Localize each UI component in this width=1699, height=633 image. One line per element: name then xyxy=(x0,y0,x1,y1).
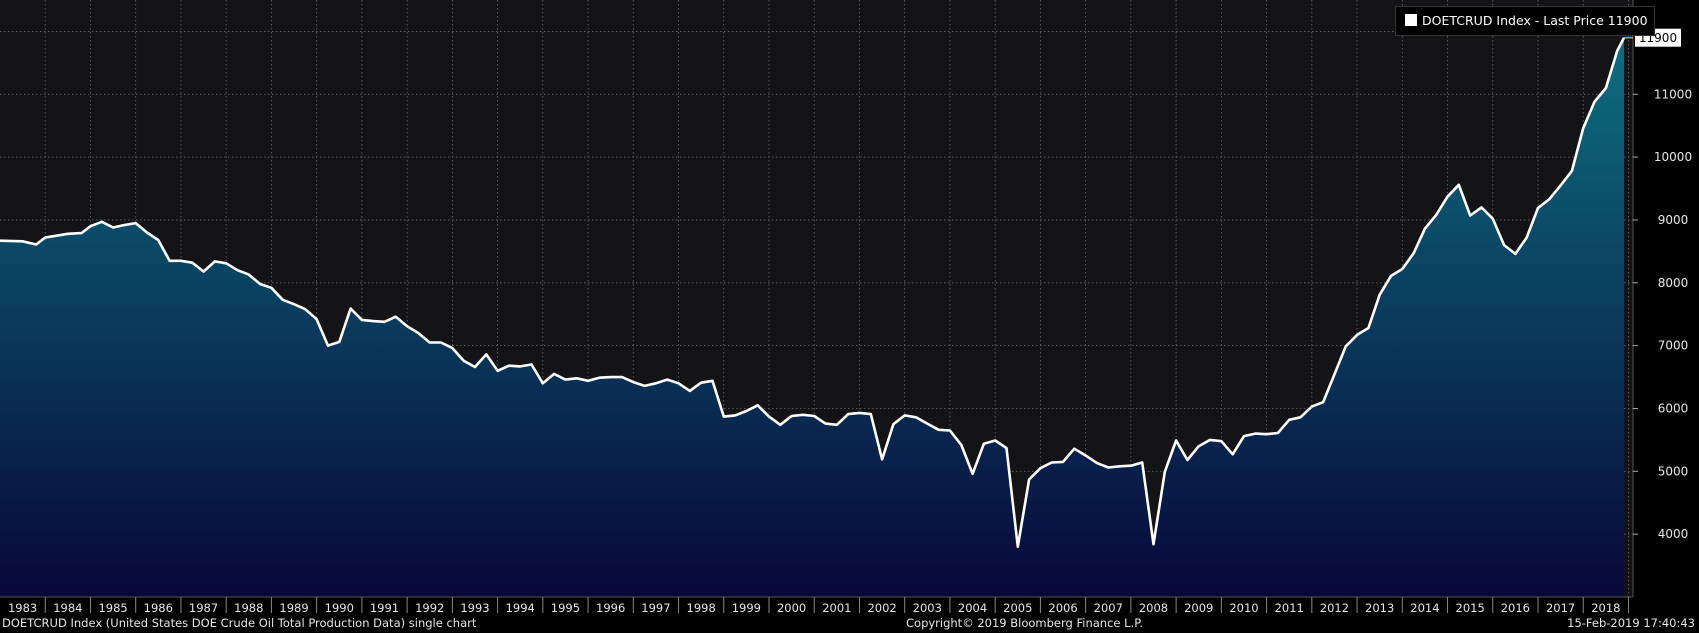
legend-label: DOETCRUD Index - Last Price 11900 xyxy=(1422,13,1648,28)
x-tick-label: 1993 xyxy=(460,601,489,615)
x-tick-label: 2003 xyxy=(913,601,942,615)
x-tick-label: 2012 xyxy=(1320,601,1349,615)
y-tick-label: 11000 xyxy=(1654,87,1692,101)
x-tick-label: 2009 xyxy=(1184,601,1213,615)
x-tick-label: 2015 xyxy=(1456,601,1485,615)
x-tick-label: 1984 xyxy=(53,601,82,615)
y-tick-label: 9000 xyxy=(1658,213,1689,227)
right-axis-background xyxy=(1633,0,1699,597)
series-line xyxy=(0,37,1626,548)
x-tick-label: 1999 xyxy=(732,601,761,615)
legend: DOETCRUD Index - Last Price 11900 xyxy=(1395,6,1655,36)
x-tick-label: 1985 xyxy=(98,601,127,615)
x-tick-label: 2016 xyxy=(1501,601,1530,615)
x-tick-label: 2018 xyxy=(1591,601,1620,615)
x-tick-label: 1995 xyxy=(551,601,580,615)
x-tick-label: 2007 xyxy=(1094,601,1123,615)
y-tick-label: 6000 xyxy=(1658,401,1689,415)
y-tick-label: 8000 xyxy=(1658,276,1689,290)
x-tick-label: 2004 xyxy=(958,601,987,615)
x-tick-label: 2001 xyxy=(822,601,851,615)
x-tick-label: 2013 xyxy=(1365,601,1394,615)
x-tick-label: 2005 xyxy=(1003,601,1032,615)
x-tick-label: 1997 xyxy=(641,601,670,615)
area-fill xyxy=(0,37,1624,597)
x-tick-label: 2011 xyxy=(1275,601,1304,615)
footer-timestamp: 15-Feb-2019 17:40:43 xyxy=(1567,616,1695,630)
x-tick-label: 2000 xyxy=(777,601,806,615)
footer-description: DOETCRUD Index (United States DOE Crude … xyxy=(2,616,477,630)
footer-copyright: Copyright© 2019 Bloomberg Finance L.P. xyxy=(906,616,1143,630)
x-tick-label: 2008 xyxy=(1139,601,1168,615)
x-tick-label: 1992 xyxy=(415,601,444,615)
x-tick-label: 1990 xyxy=(325,601,354,615)
y-tick-label: 5000 xyxy=(1658,464,1689,478)
y-axis: 4000 5000 6000 7000 8000 9000 10000 11000 xyxy=(1633,87,1692,541)
y-tick-label: 4000 xyxy=(1658,527,1689,541)
x-tick-label: 2014 xyxy=(1410,601,1439,615)
y-tick-label: 10000 xyxy=(1654,150,1692,164)
bottom-axis-background xyxy=(0,597,1699,633)
x-tick-label: 1998 xyxy=(687,601,716,615)
x-tick-label: 1986 xyxy=(144,601,173,615)
x-tick-label: 2017 xyxy=(1546,601,1575,615)
x-axis: 1983 1984 1985 1986 1987 1988 1989 1990 1991 1992… xyxy=(8,597,1629,615)
x-tick-label: 1988 xyxy=(234,601,263,615)
x-tick-label: 1983 xyxy=(8,601,37,615)
x-tick-label: 2002 xyxy=(867,601,896,615)
x-tick-label: 1987 xyxy=(189,601,218,615)
x-tick-label: 1994 xyxy=(506,601,535,615)
x-tick-label: 1989 xyxy=(279,601,308,615)
legend-swatch xyxy=(1405,14,1417,26)
y-tick-label: 7000 xyxy=(1658,339,1689,353)
x-tick-label: 1996 xyxy=(596,601,625,615)
x-tick-label: 2006 xyxy=(1048,601,1077,615)
x-tick-label: 1991 xyxy=(370,601,399,615)
x-tick-label: 2010 xyxy=(1229,601,1258,615)
